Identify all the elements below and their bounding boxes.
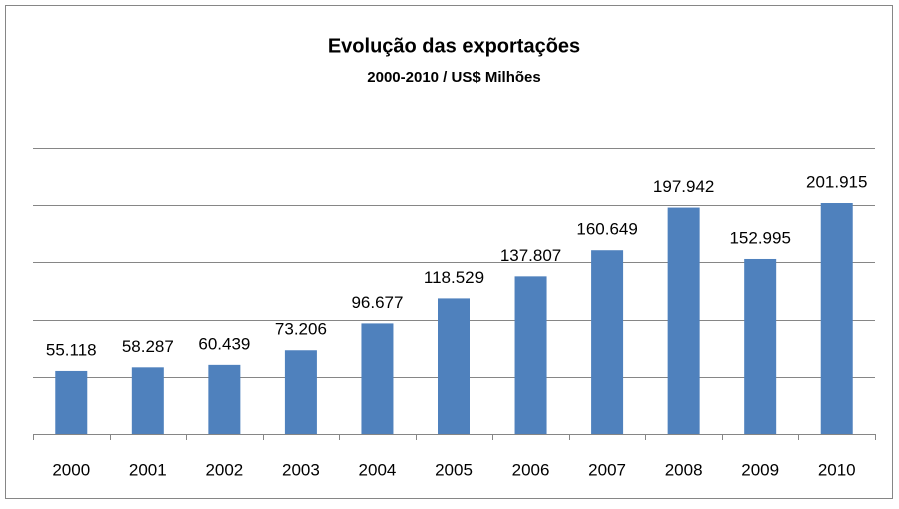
bar	[131, 367, 164, 434]
bar	[667, 207, 700, 434]
data-label: 58.287	[122, 337, 174, 356]
data-label: 152.995	[729, 228, 790, 247]
bar	[361, 323, 394, 434]
bar	[744, 258, 777, 434]
data-label: 60.439	[198, 334, 250, 353]
bar	[820, 203, 853, 434]
chart-subtitle: 2000-2010 / US$ Milhões	[367, 69, 540, 86]
bar	[208, 364, 241, 434]
x-tick-label: 2010	[818, 460, 856, 479]
data-label: 160.649	[576, 220, 637, 239]
x-tick-label: 2008	[665, 460, 703, 479]
x-tick-label: 2000	[52, 460, 90, 479]
bar	[591, 250, 624, 434]
data-label: 55.118	[46, 340, 97, 359]
data-label: 118.529	[424, 268, 484, 287]
data-label: 201.915	[806, 172, 867, 191]
bar	[284, 350, 317, 434]
x-tick-label: 2007	[588, 460, 626, 479]
bar	[514, 276, 547, 434]
x-tick-label: 2009	[741, 460, 779, 479]
x-tick-label: 2003	[282, 460, 320, 479]
x-tick-label: 2002	[205, 460, 243, 479]
x-tick-label: 2004	[359, 460, 397, 479]
data-label: 197.942	[653, 177, 714, 196]
data-label: 73.206	[275, 320, 327, 339]
chart-title: Evolução das exportações	[328, 35, 580, 57]
bar	[438, 298, 470, 434]
x-tick-label: 2005	[435, 460, 473, 479]
data-label: 96.677	[351, 293, 403, 312]
x-tick-label: 2001	[129, 460, 167, 479]
bar	[55, 370, 88, 434]
data-label: 137.807	[500, 246, 561, 265]
x-tick-label: 2006	[512, 460, 550, 479]
